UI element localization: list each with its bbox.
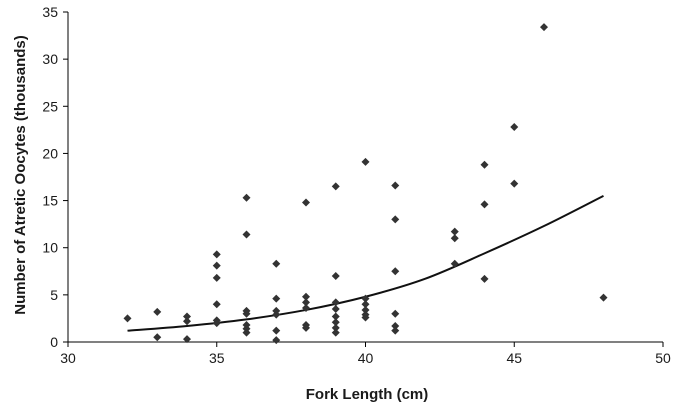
data-point-diamond — [510, 123, 519, 132]
data-point-diamond — [183, 317, 191, 326]
y-tick-label: 10 — [42, 240, 58, 256]
y-tick-label: 0 — [50, 334, 58, 350]
data-point-diamond — [242, 309, 251, 318]
data-point-diamond — [480, 274, 489, 283]
x-axis-ticks: 30 35 40 45 50 — [60, 342, 671, 366]
data-point-diamond — [391, 215, 400, 224]
data-point-diamond — [212, 261, 221, 270]
data-point-diamond — [599, 293, 608, 302]
data-point-diamond — [272, 326, 281, 335]
data-point-diamond — [242, 230, 251, 239]
data-point-diamond — [331, 323, 340, 332]
data-point-diamond — [302, 292, 310, 301]
y-tick-label: 20 — [42, 145, 58, 161]
data-point-diamond — [331, 272, 340, 280]
data-point-diamond — [480, 200, 489, 209]
y-tick-label: 5 — [50, 287, 58, 303]
x-axis-title: Fork Length (cm) — [306, 386, 429, 403]
trend-line-layer — [127, 194, 604, 332]
data-point-diamond — [361, 300, 370, 309]
x-tick-label: 35 — [209, 350, 225, 366]
data-point-diamond — [153, 307, 162, 316]
data-point-diamond — [361, 313, 370, 322]
data-point-diamond — [272, 259, 281, 268]
data-point-diamond — [331, 298, 340, 307]
data-point-diamond — [183, 312, 191, 321]
data-point-diamond — [272, 336, 281, 345]
data-points — [123, 23, 608, 345]
data-point-diamond — [272, 294, 281, 303]
data-point-diamond — [510, 179, 519, 188]
data-point-diamond — [331, 305, 340, 313]
data-point-diamond — [212, 250, 221, 259]
data-point-diamond — [480, 160, 489, 169]
trend-line — [127, 194, 604, 332]
data-point-diamond — [361, 294, 370, 303]
data-point-diamond — [153, 333, 162, 342]
data-point-diamond — [391, 309, 400, 318]
y-axis-title: Number of Atretic Oocytes (thousands) — [12, 35, 29, 314]
data-point-diamond — [391, 181, 400, 190]
data-point-diamond — [331, 182, 340, 191]
data-point-diamond — [450, 227, 459, 236]
data-point-diamond — [272, 310, 281, 319]
data-point-diamond — [391, 267, 400, 276]
data-point-diamond — [302, 298, 310, 307]
data-point-diamond — [212, 273, 221, 282]
data-point-diamond — [391, 321, 400, 330]
axes — [67, 12, 663, 343]
data-point-diamond — [331, 312, 340, 321]
data-point-diamond — [361, 305, 370, 314]
data-point-diamond — [361, 157, 370, 166]
data-point-diamond — [391, 326, 400, 335]
data-point-diamond — [302, 304, 310, 313]
data-point-diamond — [331, 318, 340, 327]
y-tick-label: 35 — [42, 4, 58, 20]
data-point-diamond — [242, 193, 251, 202]
x-tick-label: 50 — [655, 350, 671, 366]
y-tick-label: 30 — [42, 51, 58, 67]
data-point-diamond — [331, 328, 340, 337]
x-tick-label: 30 — [60, 350, 76, 366]
y-tick-label: 25 — [42, 98, 58, 114]
x-tick-label: 45 — [506, 350, 522, 366]
data-point-diamond — [183, 335, 191, 344]
y-axis-ticks: 0 5 10 15 20 25 30 35 — [42, 4, 68, 350]
data-point-diamond — [302, 323, 310, 332]
data-point-diamond — [450, 234, 459, 243]
data-point-diamond — [540, 23, 548, 32]
y-tick-label: 15 — [42, 193, 58, 209]
data-point-diamond — [212, 319, 221, 328]
data-point-diamond — [123, 314, 132, 323]
data-point-diamond — [242, 328, 251, 337]
x-tick-label: 40 — [358, 350, 374, 366]
data-point-diamond — [450, 259, 459, 268]
data-point-diamond — [212, 300, 221, 309]
data-point-diamond — [302, 198, 310, 207]
